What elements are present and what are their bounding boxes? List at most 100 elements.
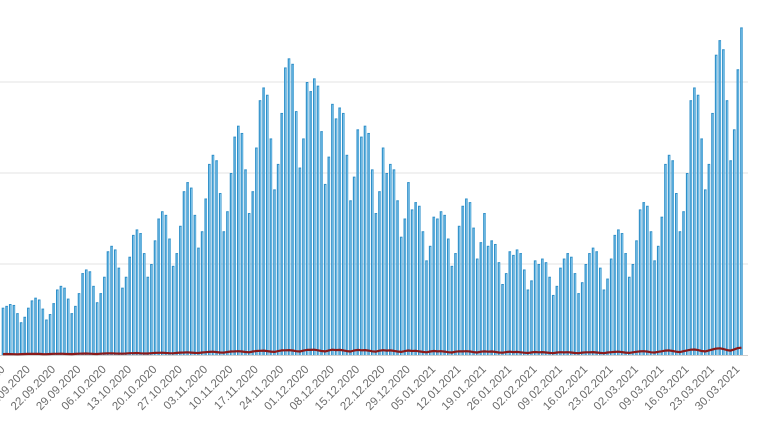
bar-highlight <box>643 203 645 355</box>
bar-highlight <box>368 133 370 355</box>
bar-highlight <box>118 268 120 355</box>
bar-highlight <box>513 255 515 355</box>
bar-highlight <box>625 254 627 355</box>
bar-highlight <box>256 148 258 355</box>
line-series <box>2 346 742 356</box>
bar-highlight <box>100 294 102 355</box>
bar-highlight <box>227 212 229 355</box>
bar-highlight <box>350 201 352 355</box>
bar-highlight <box>306 83 308 355</box>
bar-highlight <box>75 306 77 355</box>
bar-highlight <box>24 317 26 355</box>
bar-highlight <box>567 254 569 355</box>
bar-highlight <box>672 161 674 355</box>
bar-highlight <box>737 70 739 355</box>
bar-highlight <box>596 252 598 355</box>
bar-highlight <box>553 295 555 355</box>
bar-highlight <box>527 290 529 355</box>
bar-highlight <box>462 206 464 355</box>
bar-highlight <box>589 254 591 355</box>
bar-highlight <box>741 28 743 356</box>
bar-highlight <box>212 155 214 355</box>
bar-highlight <box>683 212 685 355</box>
bar-highlight <box>136 230 138 355</box>
bar-highlight <box>531 281 533 355</box>
bar-highlight <box>64 288 66 355</box>
bar-highlight <box>647 206 649 355</box>
bar-highlight <box>28 308 30 355</box>
bar-highlight <box>639 210 641 355</box>
bar-highlight <box>429 246 431 355</box>
bar-highlight <box>607 279 609 355</box>
bar-highlight <box>697 95 699 356</box>
bar-highlight <box>621 234 623 355</box>
bar-highlight <box>183 192 185 355</box>
bar-highlight <box>296 112 298 356</box>
bar-highlight <box>708 164 710 355</box>
bar-highlight <box>180 226 182 355</box>
bar-highlight <box>46 320 48 355</box>
bar-highlight <box>386 174 388 355</box>
bar-highlight <box>154 241 156 355</box>
bar-highlight <box>545 263 547 355</box>
bar-highlight <box>734 130 736 355</box>
bar-highlight <box>556 286 558 355</box>
bar-highlight <box>17 314 19 355</box>
bar-highlight <box>375 214 377 355</box>
bar-highlight <box>165 215 167 355</box>
bar-highlight <box>466 199 468 355</box>
bar-highlight <box>563 259 565 355</box>
bar-highlight <box>78 294 80 355</box>
bar-highlight <box>419 206 421 355</box>
bar-highlight <box>35 298 37 355</box>
line-path <box>2 346 742 356</box>
bar-highlight <box>57 290 59 355</box>
bar-highlight <box>401 237 402 355</box>
bar-highlight <box>194 215 196 355</box>
bar-highlight <box>111 246 113 355</box>
bar-highlight <box>686 174 688 355</box>
bar-highlight <box>592 248 594 355</box>
bar-highlight <box>93 286 95 355</box>
bar-highlight <box>234 137 236 355</box>
bar-highlight <box>715 55 717 355</box>
bar-highlight <box>328 157 330 355</box>
bar-highlight <box>582 283 583 355</box>
bar-highlight <box>473 228 475 355</box>
bar-highlight <box>339 108 341 355</box>
bar-highlight <box>600 268 602 355</box>
bar-highlight <box>169 239 171 355</box>
bar-highlight <box>324 184 326 355</box>
bar-highlight <box>104 277 106 355</box>
bar-highlight <box>198 248 200 355</box>
bar-highlight <box>107 252 109 355</box>
bar-highlight <box>270 139 272 355</box>
bar-highlight <box>241 133 243 355</box>
bar-highlight <box>509 252 511 355</box>
bar-highlight <box>223 232 225 355</box>
bar-highlight <box>285 68 287 355</box>
bar-highlight <box>668 155 670 355</box>
bar-highlight <box>151 265 153 355</box>
bar-highlight <box>115 250 117 355</box>
bar-highlight <box>299 168 301 355</box>
bar-highlight <box>534 261 536 355</box>
bar-highlight <box>133 235 135 355</box>
bar-highlight <box>658 246 660 355</box>
bar-highlight <box>538 265 540 355</box>
bar-highlight <box>404 219 406 355</box>
bar-highlight <box>730 161 732 355</box>
bar-highlight <box>694 88 696 356</box>
bar-highlight <box>455 254 457 355</box>
bar-highlight <box>205 199 207 355</box>
bar-highlight <box>701 139 703 355</box>
bar-highlight <box>480 243 482 355</box>
bar-highlight <box>361 137 363 355</box>
bar-highlight <box>346 155 348 355</box>
bar-highlight <box>571 257 573 355</box>
bar-highlight <box>505 274 507 355</box>
bar-highlight <box>610 259 612 355</box>
bar-highlight <box>458 226 460 355</box>
bar-highlight <box>263 88 265 356</box>
